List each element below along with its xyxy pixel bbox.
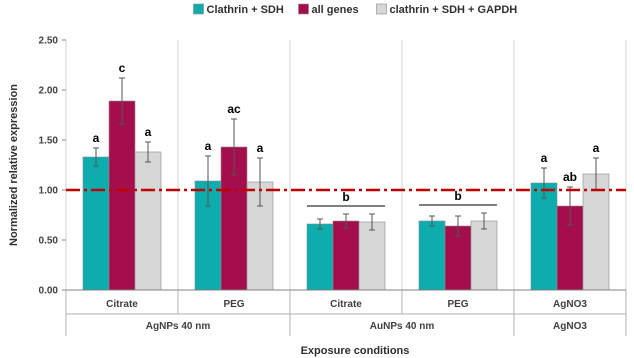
legend-swatch <box>298 3 309 15</box>
significance-label: c <box>119 61 126 75</box>
significance-label: b <box>342 190 349 204</box>
y-tick-label: 0.50 <box>39 236 59 247</box>
y-axis-title: Normalized relative expression <box>8 84 20 246</box>
bar <box>530 182 558 291</box>
legend-swatch <box>193 3 204 15</box>
x-group-label: AgNO3 <box>553 321 587 332</box>
significance-label: ab <box>563 170 577 184</box>
significance-label: a <box>145 125 152 139</box>
legend-label: Clathrin + SDH <box>207 4 284 16</box>
significance-label: a <box>593 141 600 155</box>
bar <box>82 156 110 291</box>
bar <box>332 220 360 291</box>
significance-label: a <box>93 131 100 145</box>
significance-label: a <box>257 141 264 155</box>
x-category-label: PEG <box>223 299 244 310</box>
significance-label: b <box>454 189 461 203</box>
x-axis-title: Exposure conditions <box>301 345 410 357</box>
bar <box>582 173 610 291</box>
y-axis: 0.00 0.50 1.00 1.50 2.00 2.50 <box>39 36 67 297</box>
significance-label: a <box>205 139 212 153</box>
y-tick-label: 0.00 <box>39 286 59 297</box>
x-group-label: AgNPs 40 nm <box>146 321 211 332</box>
y-tick-label: 1.00 <box>39 186 59 197</box>
bar <box>108 100 136 291</box>
x-group-label: AuNPs 40 nm <box>370 321 435 332</box>
x-category-label: AgNO3 <box>553 299 587 310</box>
y-tick-label: 2.00 <box>39 86 59 97</box>
bar <box>556 205 584 291</box>
x-category-label: Citrate <box>106 299 138 310</box>
significance-label: ac <box>227 102 241 116</box>
x-category-label: PEG <box>447 299 468 310</box>
bar <box>306 223 334 291</box>
legend-label: all genes <box>312 4 359 16</box>
significance-label: a <box>541 151 548 165</box>
y-tick-label: 2.50 <box>39 36 59 47</box>
x-axis: Citrate PEG Citrate PEG AgNO3 AgNPs 40 nm AuNP… <box>65 289 627 336</box>
bar <box>418 220 446 291</box>
x-category-label: Citrate <box>330 299 362 310</box>
bar <box>134 151 162 291</box>
legend-label: clathrin + SDH + GAPDH <box>390 4 518 16</box>
y-tick-label: 1.50 <box>39 136 59 147</box>
legend: Clathrin + SDH all genes clathrin + SDH + … <box>193 3 518 16</box>
bar <box>470 220 498 291</box>
bar <box>358 221 386 291</box>
legend-swatch <box>376 3 387 15</box>
